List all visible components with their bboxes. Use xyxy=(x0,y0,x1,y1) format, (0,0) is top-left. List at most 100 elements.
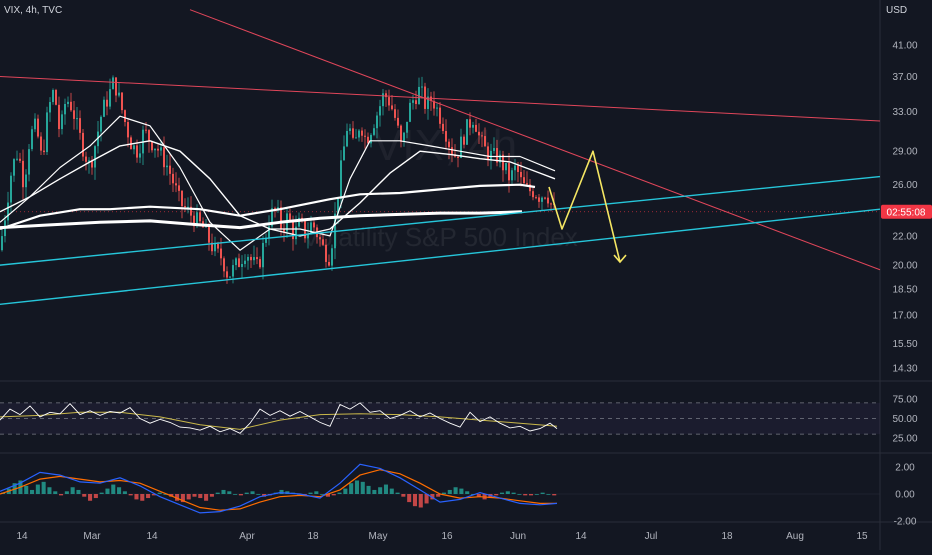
candle-body[interactable] xyxy=(55,89,57,105)
candle-body[interactable] xyxy=(1,236,3,251)
candle-body[interactable] xyxy=(313,222,315,228)
candle-body[interactable] xyxy=(169,165,171,174)
candle-body[interactable] xyxy=(442,123,444,132)
candle-body[interactable] xyxy=(463,136,465,145)
candle-body[interactable] xyxy=(190,206,192,216)
candle-body[interactable] xyxy=(337,198,339,214)
candle-body[interactable] xyxy=(445,131,447,142)
candle-body[interactable] xyxy=(394,109,396,118)
candle-body[interactable] xyxy=(541,197,543,202)
candle-body[interactable] xyxy=(493,148,495,151)
candle-body[interactable] xyxy=(247,256,249,261)
candle-body[interactable] xyxy=(280,207,282,229)
candle-body[interactable] xyxy=(175,183,177,186)
candle-body[interactable] xyxy=(148,130,150,142)
candle-body[interactable] xyxy=(544,197,546,199)
candle-body[interactable] xyxy=(514,165,516,171)
candle-body[interactable] xyxy=(409,102,411,122)
candle-body[interactable] xyxy=(388,97,390,106)
candle-body[interactable] xyxy=(418,86,420,105)
candle-body[interactable] xyxy=(478,131,480,136)
candle-body[interactable] xyxy=(49,102,51,113)
candle-body[interactable] xyxy=(196,212,198,227)
resistance-trendline[interactable] xyxy=(189,9,881,271)
candle-body[interactable] xyxy=(121,92,123,111)
candle-body[interactable] xyxy=(349,128,351,131)
candle-body[interactable] xyxy=(85,156,87,162)
resistance-trendline[interactable] xyxy=(0,75,881,122)
candle-body[interactable] xyxy=(91,160,93,168)
candle-body[interactable] xyxy=(13,159,15,176)
candle-body[interactable] xyxy=(94,146,96,168)
candle-body[interactable] xyxy=(355,137,357,139)
candle-body[interactable] xyxy=(403,132,405,142)
candle-body[interactable] xyxy=(502,154,504,171)
candle-body[interactable] xyxy=(139,153,141,158)
candle-body[interactable] xyxy=(265,237,267,243)
candle-body[interactable] xyxy=(136,145,138,158)
candle-body[interactable] xyxy=(184,206,186,208)
candle-body[interactable] xyxy=(67,101,69,104)
candle-body[interactable] xyxy=(187,206,189,208)
candle-body[interactable] xyxy=(532,191,534,198)
candle-body[interactable] xyxy=(109,89,111,107)
candle-body[interactable] xyxy=(58,104,60,130)
candle-body[interactable] xyxy=(241,263,243,267)
candle-body[interactable] xyxy=(40,136,42,151)
candle-body[interactable] xyxy=(370,134,372,144)
candle-body[interactable] xyxy=(472,124,474,128)
rsi-pane[interactable] xyxy=(0,402,880,435)
candle-body[interactable] xyxy=(364,135,366,137)
candle-body[interactable] xyxy=(322,239,324,245)
candle-body[interactable] xyxy=(298,217,300,227)
candle-body[interactable] xyxy=(490,150,492,160)
candle-body[interactable] xyxy=(25,174,27,188)
candle-body[interactable] xyxy=(22,160,24,188)
candle-body[interactable] xyxy=(82,132,84,157)
candle-body[interactable] xyxy=(487,146,489,160)
candle-body[interactable] xyxy=(277,207,279,209)
candle-body[interactable] xyxy=(496,148,498,163)
candle-body[interactable] xyxy=(64,103,66,115)
candle-body[interactable] xyxy=(178,185,180,191)
candle-body[interactable] xyxy=(427,96,429,109)
candle-body[interactable] xyxy=(160,147,162,151)
candle-body[interactable] xyxy=(127,122,129,138)
candle-body[interactable] xyxy=(106,99,108,107)
candle-body[interactable] xyxy=(76,118,78,120)
candle-body[interactable] xyxy=(163,147,165,168)
candle-body[interactable] xyxy=(70,101,72,111)
candle-body[interactable] xyxy=(124,110,126,123)
candle-body[interactable] xyxy=(214,243,216,252)
candle-body[interactable] xyxy=(481,135,483,137)
candle-body[interactable] xyxy=(250,256,252,261)
candle-body[interactable] xyxy=(523,177,525,184)
candle-body[interactable] xyxy=(31,129,33,150)
candle-body[interactable] xyxy=(253,257,255,261)
candle-body[interactable] xyxy=(28,149,30,175)
candle-body[interactable] xyxy=(484,136,486,147)
candle-body[interactable] xyxy=(157,148,159,151)
candle-body[interactable] xyxy=(421,86,423,88)
candle-body[interactable] xyxy=(211,242,213,252)
candle-body[interactable] xyxy=(550,203,552,205)
candle-body[interactable] xyxy=(115,77,117,96)
candle-body[interactable] xyxy=(517,165,519,172)
candle-body[interactable] xyxy=(373,128,375,135)
candle-body[interactable] xyxy=(304,219,306,239)
candle-body[interactable] xyxy=(358,130,360,138)
candle-body[interactable] xyxy=(61,114,63,130)
candle-body[interactable] xyxy=(268,226,270,238)
candle-body[interactable] xyxy=(100,116,102,132)
candle-body[interactable] xyxy=(220,248,222,259)
candle-body[interactable] xyxy=(7,202,9,221)
candle-body[interactable] xyxy=(199,212,201,222)
candle-body[interactable] xyxy=(79,118,81,133)
candle-body[interactable] xyxy=(208,225,210,243)
candle-body[interactable] xyxy=(499,154,501,163)
candle-body[interactable] xyxy=(433,101,435,109)
candle-body[interactable] xyxy=(10,175,12,203)
candle-body[interactable] xyxy=(526,183,528,185)
candle-body[interactable] xyxy=(244,260,246,264)
